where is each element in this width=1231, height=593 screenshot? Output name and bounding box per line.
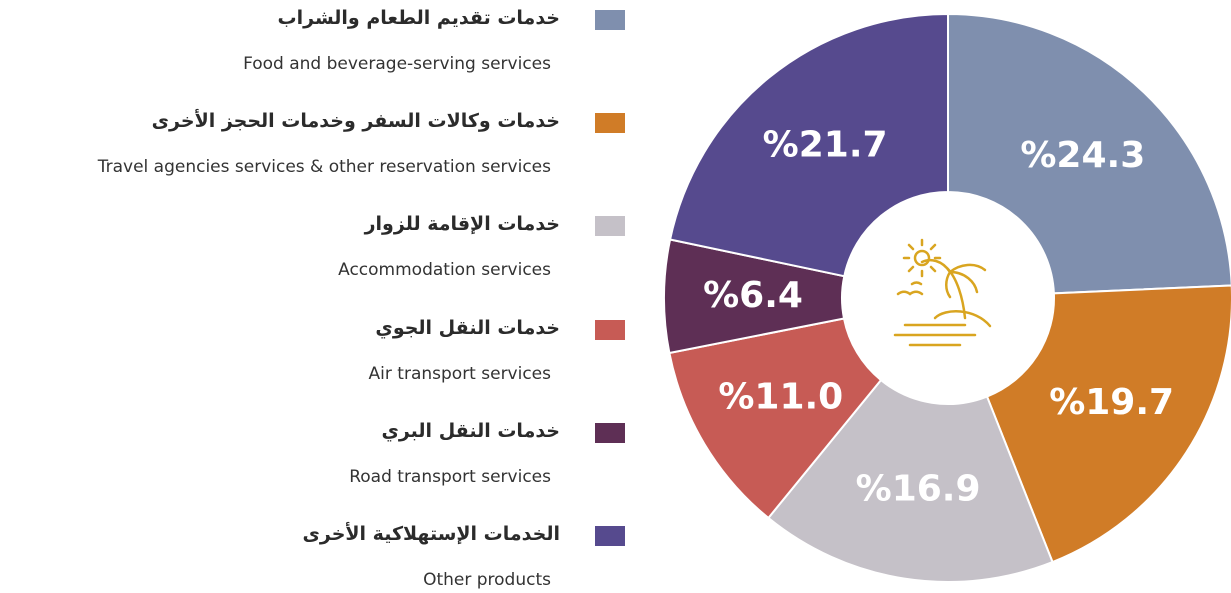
legend-label-en: Air transport services [368, 363, 551, 384]
legend-swatch [595, 10, 625, 30]
legend-label-ar: خدمات وكالات السفر وخدمات الحجز الأخرى [151, 110, 560, 133]
slice [985, 284, 1231, 564]
value-label: %16.9 [856, 469, 981, 510]
donut-hole [842, 192, 1054, 404]
value-label: %6.4 [703, 275, 803, 316]
value-label: %19.7 [1049, 382, 1174, 423]
legend-label-en: Food and beverage-serving services [243, 54, 551, 74]
legend-label-en: Travel agencies services & other reserva… [97, 157, 551, 178]
legend-label-ar: خدمات تقديم الطعام والشراب [277, 7, 560, 29]
value-label: %11.0 [718, 376, 843, 417]
legend-label-ar: خدمات الإقامة للزوار [364, 213, 560, 236]
beach-icon [893, 238, 992, 347]
legend-label-en: Other products [423, 570, 551, 590]
value-label: %24.3 [1020, 135, 1145, 176]
legend-swatch [595, 526, 625, 546]
legend-swatch [595, 113, 625, 134]
value-label: %21.7 [763, 125, 888, 166]
legend-swatch [595, 216, 625, 237]
legend-label-ar: خدمات النقل الجوي [375, 316, 560, 339]
legend-swatch [595, 319, 625, 340]
legend-label-ar: الخدمات الإستهلاكية الأخرى [302, 523, 560, 545]
legend-label-ar: خدمات النقل البري [381, 419, 560, 442]
legend-label-en: Accommodation services [338, 260, 551, 281]
legend-label-en: Road transport services [349, 466, 551, 487]
legend-swatch [595, 422, 625, 443]
